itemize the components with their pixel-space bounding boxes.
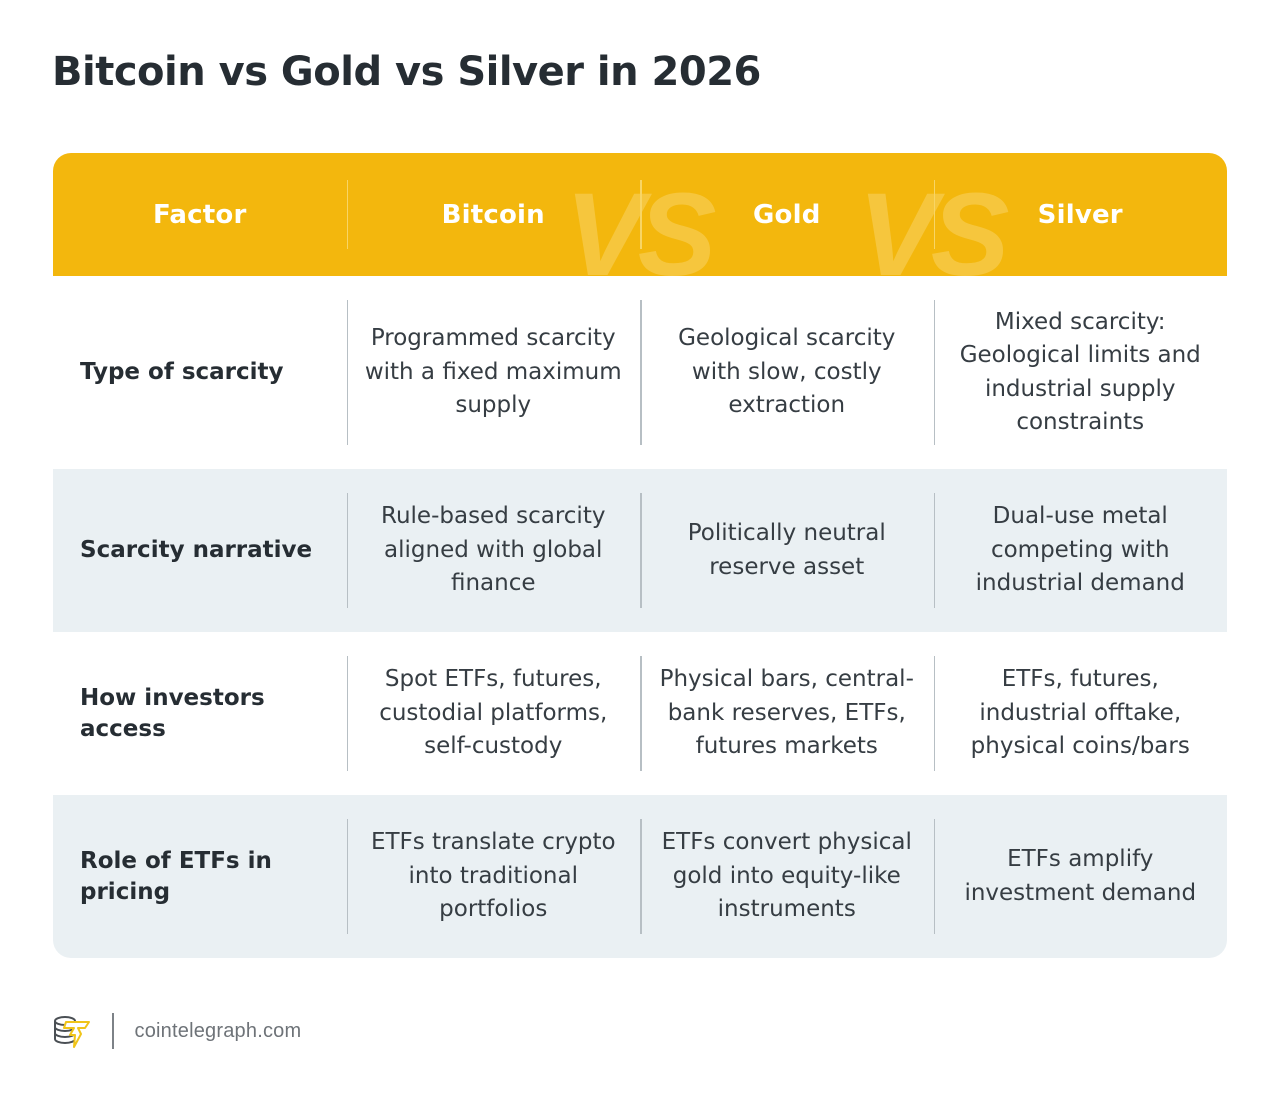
cell-text: Politically neutral reserve asset: [687, 520, 886, 580]
gold-cell: Physical bars, central- bank reserves, E…: [640, 632, 934, 795]
header-cell-silver: Silver: [933, 153, 1228, 276]
cell-text: Rule-based scarcity aligned with global …: [381, 503, 606, 597]
table-row: Type of scarcity Programmed scarcity wit…: [53, 276, 1227, 469]
silver-cell: Dual-use metal competing with industrial…: [933, 469, 1228, 632]
silver-cell: ETFs amplify investment demand: [933, 795, 1228, 958]
factor-cell: Type of scarcity: [53, 276, 347, 469]
header-cell-bitcoin: Bitcoin: [346, 153, 641, 276]
page-title: Bitcoin vs Gold vs Silver in 2026: [52, 49, 761, 95]
footer-domain: cointelegraph.com: [134, 1019, 302, 1042]
cell-text: Spot ETFs, futures, custodial platforms,…: [379, 666, 608, 760]
factor-label: Scarcity narrative: [80, 537, 313, 563]
header-cell-factor: Factor: [53, 153, 347, 276]
column-header: Silver: [1037, 199, 1123, 230]
cell-text: ETFs amplify investment demand: [964, 846, 1197, 906]
table-row: Scarcity narrative Rule-based scarcity a…: [53, 469, 1227, 632]
factor-cell: Role of ETFs in pricing: [53, 795, 347, 958]
cell-text: Mixed scarcity: Geological limits and in…: [959, 308, 1201, 436]
footer: cointelegraph.com: [52, 1012, 301, 1050]
gold-cell: Politically neutral reserve asset: [640, 469, 934, 632]
silver-cell: Mixed scarcity: Geological limits and in…: [933, 276, 1228, 469]
footer-divider: [112, 1013, 114, 1049]
bitcoin-cell: Programmed scarcity with a fixed maximum…: [346, 276, 641, 469]
bitcoin-cell: Rule-based scarcity aligned with global …: [346, 469, 641, 632]
factor-label: Type of scarcity: [80, 359, 284, 385]
cell-text: Dual-use metal competing with industrial…: [975, 503, 1185, 597]
cell-text: ETFs translate crypto into traditional p…: [370, 829, 616, 923]
cointelegraph-logo-icon: [54, 1016, 90, 1048]
bitcoin-cell: Spot ETFs, futures, custodial platforms,…: [346, 632, 641, 795]
table-row: How investors access Spot ETFs, futures,…: [53, 632, 1227, 795]
comparison-table: VS VS Factor Bitcoin Gold Silver Type of…: [53, 153, 1227, 958]
column-header: Bitcoin: [441, 199, 545, 230]
column-header: Factor: [152, 199, 247, 230]
silver-cell: ETFs, futures, industrial offtake, physi…: [933, 632, 1228, 795]
factor-cell: How investors access: [53, 632, 347, 795]
bitcoin-cell: ETFs translate crypto into traditional p…: [346, 795, 641, 958]
cell-text: Geological scarcity with slow, costly ex…: [678, 325, 896, 419]
cell-text: Programmed scarcity with a fixed maximum…: [364, 325, 622, 419]
factor-label: Role of ETFs in pricing: [80, 847, 272, 905]
cell-text: ETFs, futures, industrial offtake, physi…: [970, 666, 1190, 760]
table-header-row: VS VS Factor Bitcoin Gold Silver: [53, 153, 1227, 276]
cell-text: Physical bars, central- bank reserves, E…: [659, 666, 914, 760]
column-header: Gold: [752, 199, 821, 230]
factor-cell: Scarcity narrative: [53, 469, 347, 632]
table-row: Role of ETFs in pricing ETFs translate c…: [53, 795, 1227, 958]
factor-label: How investors access: [80, 684, 265, 742]
gold-cell: Geological scarcity with slow, costly ex…: [640, 276, 934, 469]
gold-cell: ETFs convert physical gold into equity-l…: [640, 795, 934, 958]
header-cell-gold: Gold: [640, 153, 934, 276]
cell-text: ETFs convert physical gold into equity-l…: [661, 829, 912, 923]
